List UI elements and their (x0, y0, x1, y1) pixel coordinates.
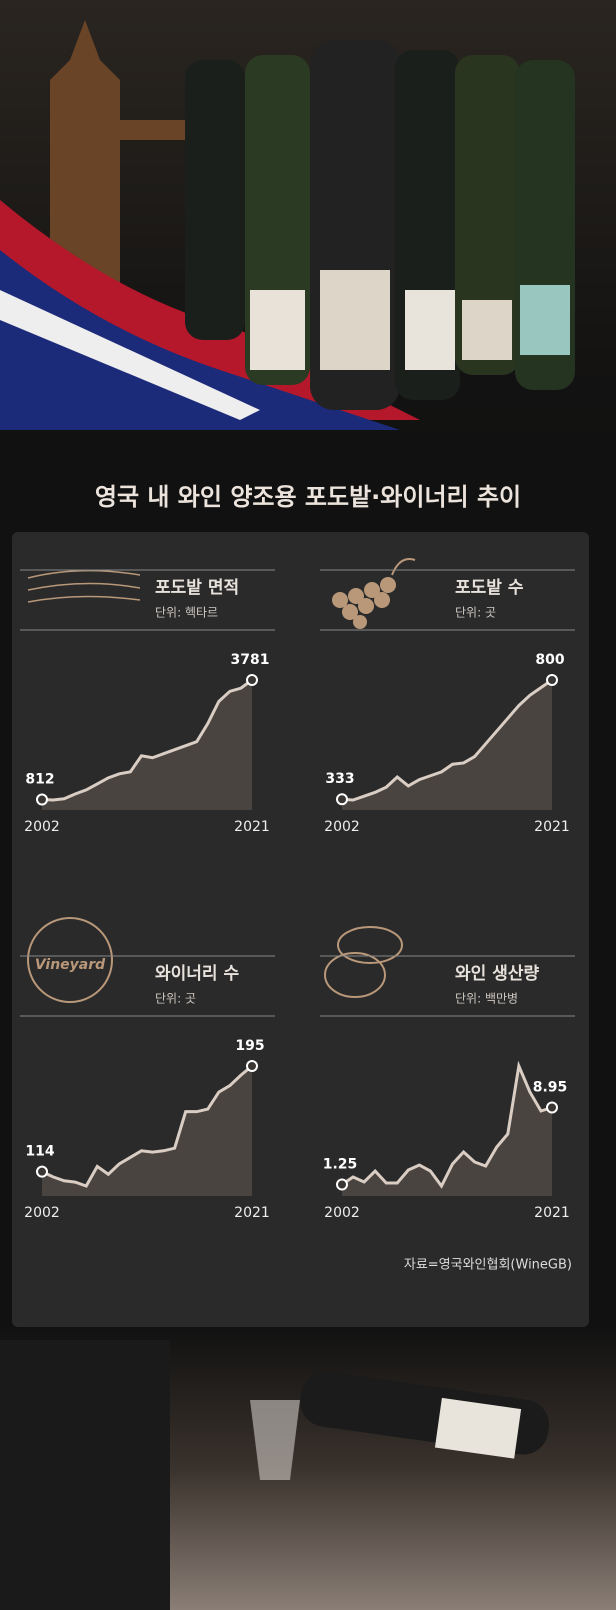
icon-grapes (332, 558, 416, 629)
value-label: 1.25 (323, 1157, 358, 1173)
chart-unit: 단위: 곳 (455, 606, 496, 620)
chart-title: 포도밭 수 (455, 578, 524, 598)
x-tick-label: 2021 (534, 1205, 570, 1221)
area (342, 680, 552, 810)
icon-barrels (324, 926, 403, 998)
chart-title: 포도밭 면적 (155, 578, 239, 598)
end-marker (246, 674, 258, 686)
line (341, 678, 553, 802)
line (41, 1064, 253, 1188)
x-tick-label: 2021 (234, 819, 270, 835)
end-marker (246, 1060, 258, 1072)
chart-title: 와이너리 수 (155, 964, 239, 984)
area (42, 680, 252, 810)
end-marker (546, 1101, 558, 1114)
end-marker (336, 793, 348, 806)
area (42, 1066, 252, 1196)
line (41, 678, 253, 802)
x-tick-label: 2021 (534, 819, 570, 835)
line (341, 1060, 553, 1189)
x-tick-label: 2002 (24, 1205, 60, 1221)
end-marker (336, 1178, 348, 1191)
chart-unit: 단위: 백만병 (455, 992, 518, 1006)
icon-barrel: Vineyard (27, 917, 113, 1003)
footer-photo (0, 1327, 616, 1610)
x-tick-label: 2002 (324, 1205, 360, 1221)
x-tick-label: 2021 (234, 1205, 270, 1221)
value-label: 195 (235, 1038, 264, 1054)
header-photo (0, 0, 616, 445)
value-label: 3781 (231, 652, 270, 668)
value-label: 114 (25, 1144, 54, 1160)
svg-text:Vineyard: Vineyard (35, 957, 106, 973)
chart-unit: 단위: 헥타르 (155, 606, 218, 620)
value-label: 333 (325, 771, 354, 787)
end-marker (36, 793, 48, 806)
chart-unit: 단위: 곳 (155, 992, 196, 1006)
end-marker (36, 1165, 48, 1178)
chart-title: 와인 생산량 (455, 964, 539, 984)
x-tick-label: 2002 (24, 819, 60, 835)
source: 자료=영국와인협회(WineGB) (404, 1258, 572, 1273)
area (342, 1066, 552, 1196)
value-label: 800 (535, 652, 564, 668)
headline: 영국 내 와인 양조용 포도밭·와이너리 추이 (95, 483, 521, 511)
value-label: 8.95 (533, 1080, 568, 1096)
value-label: 812 (25, 772, 54, 788)
end-marker (546, 674, 558, 686)
icon-field (27, 569, 141, 603)
panel (12, 532, 589, 1327)
x-tick-label: 2002 (324, 819, 360, 835)
